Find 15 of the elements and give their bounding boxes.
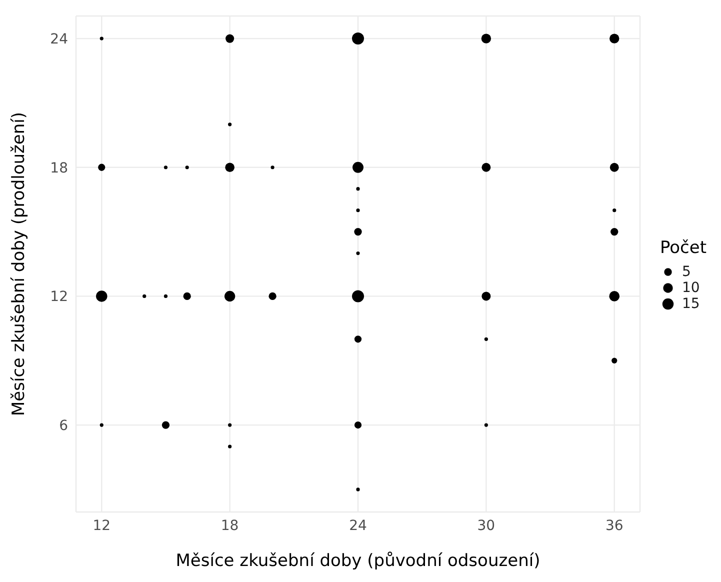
y-axis-title: Měsíce zkušební doby (prodloužení) [9, 112, 30, 416]
x-tick-label: 36 [605, 518, 624, 534]
x-axis-title: Měsíce zkušební doby (původní odsouzení) [176, 551, 540, 572]
legend-label: 10 [682, 280, 700, 296]
x-tick-label: 12 [92, 518, 111, 534]
x-tick-label: 24 [349, 518, 367, 534]
y-tick-label: 12 [50, 289, 68, 306]
legend-label: 15 [682, 296, 700, 312]
legend-title: Počet [660, 238, 707, 258]
y-tick-label: 6 [59, 418, 68, 434]
x-tick-label: 18 [220, 518, 239, 534]
y-tick-label: 24 [50, 32, 68, 48]
legend-label: 5 [682, 264, 691, 280]
y-tick-label: 18 [50, 160, 68, 176]
x-tick-label: 30 [477, 518, 496, 534]
